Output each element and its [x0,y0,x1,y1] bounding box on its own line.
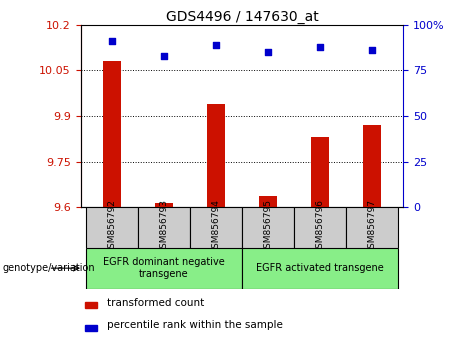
Point [316,44,324,50]
Bar [86,207,138,248]
Text: EGFR activated transgene: EGFR activated transgene [256,263,384,273]
Bar [103,61,121,207]
Text: percentile rank within the sample: percentile rank within the sample [106,320,283,330]
Bar [85,302,97,308]
Bar [85,325,97,331]
Bar [207,104,225,207]
Text: GSM856797: GSM856797 [367,199,377,254]
Text: GSM856796: GSM856796 [316,199,325,254]
Point [108,38,116,44]
Point [368,47,376,53]
Text: genotype/variation: genotype/variation [2,263,95,273]
Text: GSM856793: GSM856793 [160,199,168,254]
Bar [155,202,173,207]
Bar [242,207,294,248]
Point [264,49,272,55]
Bar [190,207,242,248]
Text: GSM856795: GSM856795 [264,199,272,254]
Point [160,53,168,59]
Bar [242,248,398,289]
Bar [346,207,398,248]
Bar [363,125,381,207]
Bar [311,137,329,207]
Bar [294,207,346,248]
Bar [86,248,242,289]
Bar [138,207,190,248]
Text: GSM856794: GSM856794 [212,199,220,254]
Bar [259,196,277,207]
Text: EGFR dominant negative
transgene: EGFR dominant negative transgene [103,257,225,279]
Point [213,42,220,48]
Title: GDS4496 / 147630_at: GDS4496 / 147630_at [165,10,319,24]
Text: transformed count: transformed count [106,298,204,308]
Text: GSM856792: GSM856792 [107,199,117,254]
